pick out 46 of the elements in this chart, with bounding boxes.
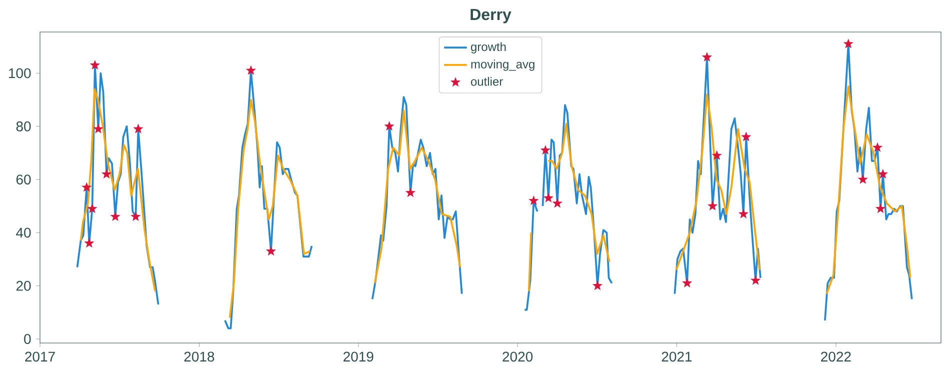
point [552, 198, 562, 208]
y-tick-label: 80 [16, 121, 31, 132]
point [708, 200, 718, 210]
x-tick-label: 2018 [184, 352, 214, 362]
point [384, 121, 394, 131]
point [90, 60, 100, 70]
chart-title: Derry [470, 8, 512, 24]
legend-label: moving_avg [471, 60, 534, 71]
point [266, 246, 276, 256]
point [875, 203, 886, 214]
point [872, 142, 883, 152]
point [682, 278, 692, 288]
point [84, 238, 94, 248]
x-tick-label: 2019 [344, 352, 374, 362]
point [528, 195, 539, 206]
y-tick-label: 60 [16, 174, 31, 184]
point [93, 124, 104, 134]
point [540, 144, 550, 155]
y-tick-label: 100 [9, 68, 31, 78]
point [110, 211, 120, 222]
y-tick-label: 40 [16, 228, 31, 238]
point [750, 275, 761, 285]
point [87, 203, 98, 214]
y-tick-label: 20 [16, 280, 31, 291]
point [741, 132, 752, 142]
point [738, 208, 749, 218]
x-tick-label: 2022 [821, 352, 851, 362]
point [858, 174, 868, 184]
point [702, 52, 712, 62]
point [543, 192, 554, 202]
point [878, 168, 888, 179]
point [82, 182, 92, 192]
point [843, 38, 854, 48]
legend-label: outlier [470, 76, 503, 86]
legend-label: growth [470, 42, 506, 54]
point [712, 150, 722, 160]
point [246, 65, 256, 75]
point [592, 280, 603, 290]
x-tick-label: 2020 [502, 352, 533, 362]
y-tick-label: 0 [24, 334, 31, 344]
point [405, 187, 416, 198]
point [130, 211, 141, 222]
x-tick-label: 2017 [25, 352, 55, 362]
x-tick-label: 2021 [662, 352, 692, 362]
point [101, 168, 112, 179]
point [133, 124, 144, 134]
